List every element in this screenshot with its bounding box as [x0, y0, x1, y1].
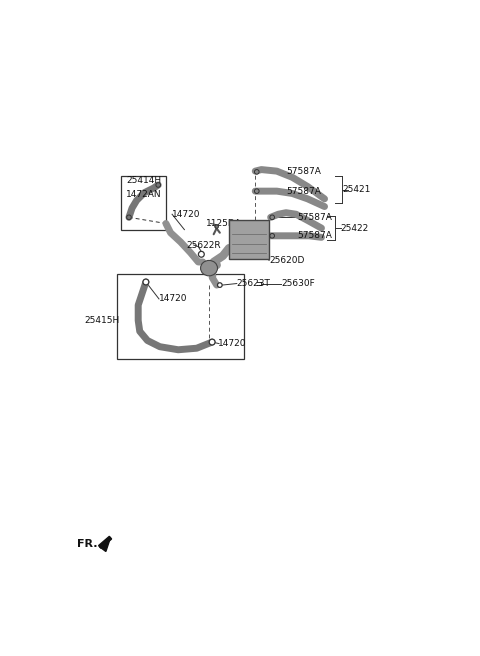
Text: 57587A: 57587A	[297, 213, 332, 222]
Text: 57587A: 57587A	[286, 167, 321, 176]
Circle shape	[254, 189, 259, 194]
Text: 14720: 14720	[218, 339, 247, 348]
Circle shape	[215, 225, 218, 228]
FancyBboxPatch shape	[229, 220, 269, 259]
Text: 14720: 14720	[159, 295, 188, 304]
Text: 57587A: 57587A	[286, 187, 321, 195]
Circle shape	[270, 215, 275, 220]
Text: 14720: 14720	[172, 210, 201, 218]
Text: 25620D: 25620D	[269, 256, 304, 265]
Ellipse shape	[201, 260, 217, 276]
Text: 25415H: 25415H	[84, 316, 120, 325]
Text: 57587A: 57587A	[297, 232, 332, 240]
Circle shape	[217, 283, 222, 287]
Text: 1472AN: 1472AN	[126, 190, 161, 199]
Text: 25623T: 25623T	[237, 279, 271, 288]
Circle shape	[209, 339, 215, 345]
Text: 25622R: 25622R	[186, 241, 221, 249]
Polygon shape	[100, 538, 110, 552]
Circle shape	[254, 170, 259, 174]
Text: 25422: 25422	[341, 224, 369, 233]
Text: 25630F: 25630F	[281, 279, 315, 288]
Circle shape	[198, 251, 204, 257]
Circle shape	[143, 279, 149, 285]
Text: 1125DA: 1125DA	[206, 219, 242, 228]
Circle shape	[156, 182, 160, 188]
Text: FR.: FR.	[77, 539, 97, 549]
Text: 25421: 25421	[342, 185, 371, 194]
Circle shape	[270, 234, 275, 238]
FancyArrow shape	[98, 537, 112, 548]
Text: 25414H: 25414H	[126, 176, 161, 185]
Circle shape	[127, 215, 131, 220]
Bar	[117, 274, 244, 359]
Bar	[121, 176, 166, 230]
